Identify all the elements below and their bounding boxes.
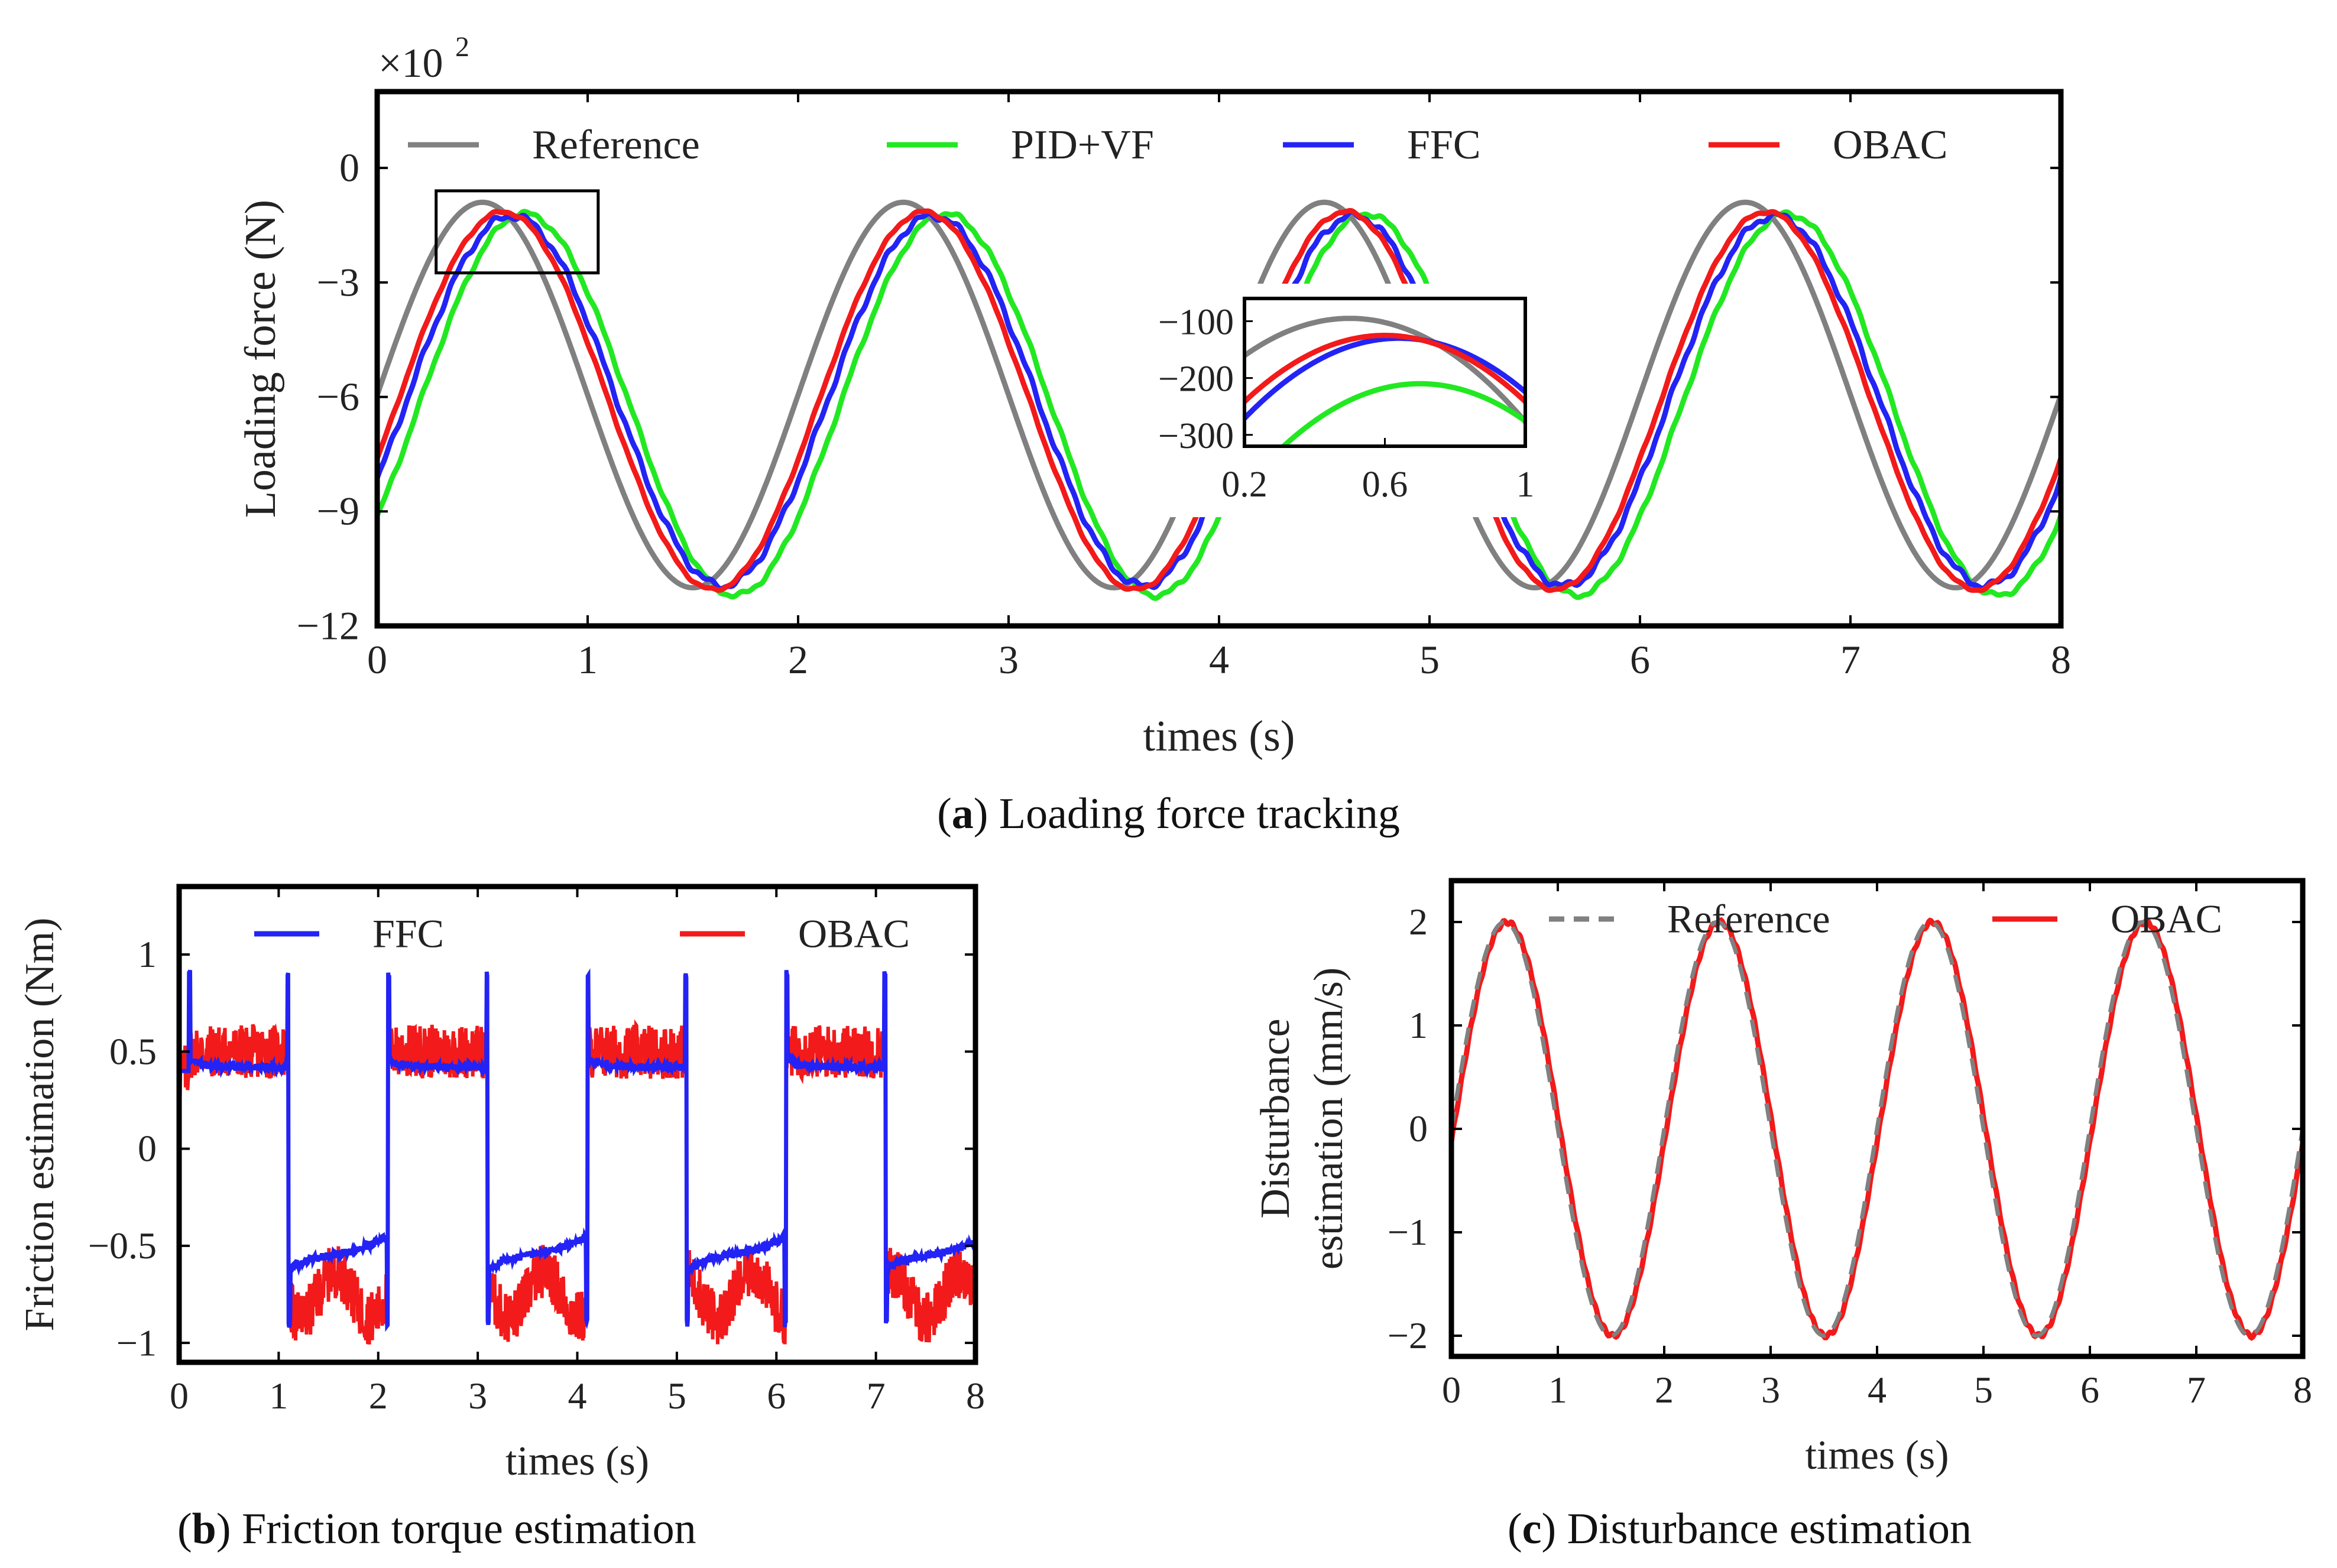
y-tick-label-a-2: −6 xyxy=(317,374,359,419)
y-tick-label-b-0: 1 xyxy=(138,933,157,975)
x-tick-label-a-8: 8 xyxy=(2051,637,2071,682)
inset-line-pidvf xyxy=(1279,381,1525,446)
x-tick-label-c-5: 5 xyxy=(1974,1369,1993,1411)
plot-area-c xyxy=(1451,917,2303,1341)
x-tick-label-a-1: 1 xyxy=(578,637,598,682)
chart-a: 0 1 2 3 4 5 6 7 8 0 −3 −6 −9 −12 times (s) Loading forc… xyxy=(236,31,2071,761)
y-tick-label-a-1: −3 xyxy=(317,259,359,304)
caption-b: (b) Friction torque estimation xyxy=(177,1505,696,1553)
inset-y-tick-label-0: −100 xyxy=(1158,302,1234,342)
x-tick-label-a-5: 5 xyxy=(1419,637,1440,682)
y-tick-label-c-0: 2 xyxy=(1409,901,1428,943)
y-tick-label-a-0: 0 xyxy=(339,145,359,190)
x-axis-label-c: times (s) xyxy=(1805,1433,1949,1478)
y-tick-label-b-1: 0.5 xyxy=(109,1030,157,1072)
inset-line-reference xyxy=(1244,316,1525,424)
x-axis-label-a: times (s) xyxy=(1143,712,1295,761)
y-tick-label-c-2: 0 xyxy=(1409,1108,1428,1150)
x-tick-label-c-8: 8 xyxy=(2293,1369,2312,1411)
caption-b-letter: b xyxy=(192,1505,216,1553)
caption-a-letter: a xyxy=(951,790,974,838)
x-tick-label-a-4: 4 xyxy=(1209,637,1229,682)
y-tick-label-b-4: −1 xyxy=(116,1322,157,1364)
caption-a: (a) Loading force tracking xyxy=(937,790,1400,838)
y-tick-label-b-2: 0 xyxy=(138,1128,157,1170)
inset-line-ffc xyxy=(1244,335,1525,421)
y-tick-label-b-3: −0.5 xyxy=(88,1225,157,1267)
inset-y-tick-label-2: −300 xyxy=(1158,416,1234,456)
x-tick-label-a-2: 2 xyxy=(788,637,808,682)
caption-a-text: Loading force tracking xyxy=(999,790,1400,838)
plot-area-a-inset xyxy=(1244,316,1525,446)
x-tick-label-b-3: 3 xyxy=(468,1375,487,1417)
x-tick-label-c-3: 3 xyxy=(1761,1369,1780,1411)
legend-a-label-1: PID+VF xyxy=(1011,122,1154,168)
inset-x-tick-label-0: 0.2 xyxy=(1221,465,1268,505)
y-tick-label-c-1: 1 xyxy=(1409,1004,1428,1046)
y-tick-label-a-4: −12 xyxy=(297,603,359,648)
line-b-ffc xyxy=(179,968,975,1332)
y-axis-label-c-line2: estimation (mm/s) xyxy=(1306,968,1351,1270)
y-tick-label-c-3: −1 xyxy=(1388,1211,1428,1253)
x-axis-label-b: times (s) xyxy=(505,1439,649,1484)
legend-b-label-1: OBAC xyxy=(798,911,910,956)
zoom-box-a xyxy=(435,189,600,275)
x-tick-label-c-1: 1 xyxy=(1548,1369,1567,1411)
x-tick-label-c-0: 0 xyxy=(1442,1369,1461,1411)
legend-a-label-0: Reference xyxy=(532,122,700,168)
legend-a-label-3: OBAC xyxy=(1833,122,1947,168)
caption-b-text: Friction torque estimation xyxy=(241,1505,696,1553)
x-tick-label-a-3: 3 xyxy=(999,637,1019,682)
x-tick-label-b-6: 6 xyxy=(767,1375,786,1417)
inset-line-obac xyxy=(1244,333,1525,404)
caption-c: (c) Disturbance estimation xyxy=(1508,1505,1972,1553)
chart-a-inset: 0.2 0.6 1 −100 −200 −300 xyxy=(1158,297,1535,505)
x-tick-label-b-0: 0 xyxy=(170,1375,189,1417)
x-tick-label-b-7: 7 xyxy=(867,1375,886,1417)
x-tick-label-a-6: 6 xyxy=(1630,637,1650,682)
y-tick-label-c-4: −2 xyxy=(1388,1314,1428,1356)
caption-c-letter: c xyxy=(1522,1505,1542,1553)
y-axis-label-c-line1: Disturbance xyxy=(1253,1018,1298,1218)
plot-area-b xyxy=(179,968,975,1345)
legend-c-label-0: Reference xyxy=(1667,896,1830,941)
caption-c-text: Disturbance estimation xyxy=(1567,1505,1972,1553)
y-tick-label-a-3: −9 xyxy=(317,489,359,534)
frame-b xyxy=(176,884,978,1365)
chart-b: 0 1 2 3 4 5 6 7 8 1 0.5 0 −0.5 −1 times (s) Friction es… xyxy=(17,884,985,1484)
legend-c-label-1: OBAC xyxy=(2111,896,2222,941)
inset-x-tick-label-1: 0.6 xyxy=(1362,465,1408,505)
x-tick-label-b-1: 1 xyxy=(269,1375,288,1417)
x-tick-label-a-7: 7 xyxy=(1840,637,1860,682)
chart-c: 0 1 2 3 4 5 6 7 8 2 1 0 −1 −2 times (s) Disturbance esti… xyxy=(1253,878,2312,1478)
line-c-reference xyxy=(1451,920,2303,1338)
x-tick-label-c-6: 6 xyxy=(2080,1369,2099,1411)
line-b-obac xyxy=(179,1019,975,1345)
x-tick-label-b-2: 2 xyxy=(369,1375,388,1417)
x-tick-label-b-5: 5 xyxy=(667,1375,686,1417)
legend-a-label-2: FFC xyxy=(1407,122,1481,168)
x-tick-label-b-4: 4 xyxy=(568,1375,587,1417)
x-tick-label-c-2: 2 xyxy=(1655,1369,1674,1411)
x-tick-label-a-0: 0 xyxy=(367,637,387,682)
exponent-label-a: ×10 xyxy=(378,41,443,86)
y-axis-label-b: Friction estimation (Nm) xyxy=(17,918,63,1332)
exponent-power-a: 2 xyxy=(455,31,469,63)
inset-y-tick-label-1: −200 xyxy=(1158,359,1234,400)
x-tick-label-c-7: 7 xyxy=(2187,1369,2206,1411)
x-tick-label-c-4: 4 xyxy=(1868,1369,1887,1411)
inset-x-tick-label-2: 1 xyxy=(1516,465,1535,505)
x-tick-label-b-8: 8 xyxy=(966,1375,985,1417)
legend-b-label-0: FFC xyxy=(372,911,444,956)
y-axis-label-a: Loading force (N) xyxy=(236,200,285,518)
